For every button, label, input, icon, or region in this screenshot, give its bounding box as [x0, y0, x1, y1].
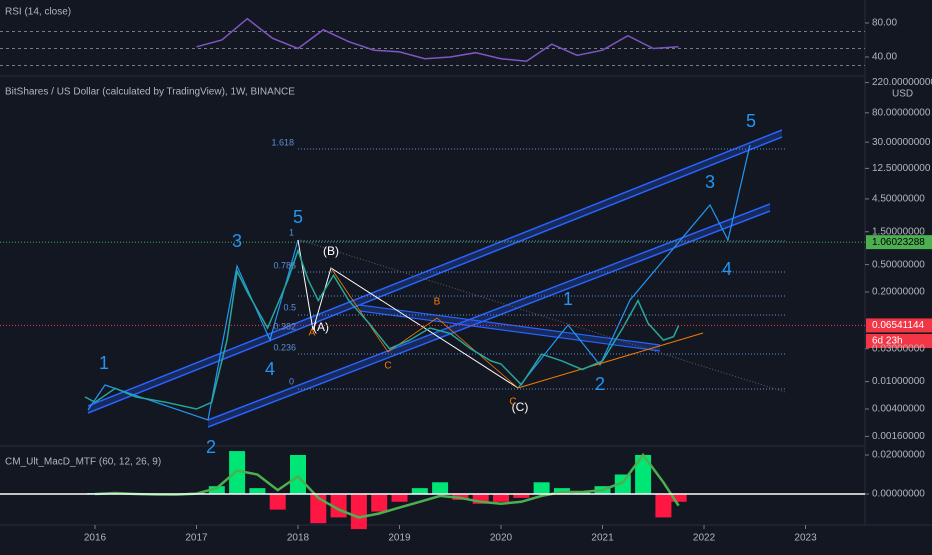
- symbol-title: BitShares / US Dollar (calculated by Tra…: [5, 87, 295, 98]
- wave-label: 2: [595, 374, 605, 394]
- y-tick-label: 80.00: [872, 18, 897, 29]
- wave-label: 4: [265, 359, 275, 379]
- y-tick-label: 220.00000000: [872, 77, 932, 88]
- wave-label: 3: [232, 231, 242, 251]
- minor-label: B: [434, 297, 441, 308]
- wave-label: 5: [293, 207, 303, 227]
- corrective-label: (C): [512, 400, 529, 414]
- wave-label: 1: [99, 353, 109, 373]
- y-tick-label: 0.00400000: [872, 404, 925, 415]
- minor-label: C: [509, 397, 516, 408]
- fib-label: 1: [289, 227, 294, 237]
- countdown: 6d 23h: [872, 336, 903, 347]
- histogram-bar: [371, 493, 388, 512]
- price-marker-box: [866, 318, 932, 333]
- y-tick-label: 0.00000000: [872, 489, 925, 500]
- histogram-bar: [670, 493, 687, 502]
- histogram-bar: [290, 454, 307, 494]
- histogram-bar: [533, 482, 550, 494]
- fib-label: 0: [289, 376, 294, 386]
- fib-levels: [298, 148, 787, 390]
- y-tick-label: 1.50000000: [872, 226, 925, 237]
- corrective-label: (A): [313, 320, 329, 334]
- price-line: [84, 248, 680, 410]
- support-line: [517, 332, 704, 389]
- y-tick-label: 0.20000000: [872, 287, 925, 298]
- fib-label: 0.5: [283, 302, 296, 312]
- fib-label: 1.618: [271, 137, 294, 147]
- histogram-bar: [269, 493, 286, 510]
- x-tick-label: 2016: [84, 533, 107, 544]
- x-tick-label: 2020: [490, 533, 513, 544]
- x-tick-label: 2018: [287, 533, 310, 544]
- price-marker-box: [866, 235, 932, 250]
- x-tick-label: 2021: [591, 533, 614, 544]
- histogram-bar: [432, 482, 449, 494]
- fib-label: 0.236: [273, 342, 296, 352]
- y-tick-label: 30.00000000: [872, 137, 931, 148]
- y-tick-label: 0.02000000: [872, 450, 925, 461]
- corrective-label: (B): [323, 244, 339, 258]
- impulse-path: [87, 239, 299, 421]
- wave-label: 4: [722, 259, 732, 279]
- wave-label: 3: [705, 172, 715, 192]
- macd-title: CM_Ult_MacD_MTF (60, 12, 26, 9): [5, 457, 161, 468]
- histogram-bar: [391, 493, 408, 502]
- y-tick-label: 0.00160000: [872, 431, 925, 442]
- fib-label: 0.382: [273, 321, 296, 331]
- y-tick-label: 80.00000000: [872, 107, 931, 118]
- x-tick-label: 2023: [794, 533, 817, 544]
- rsi-title: RSI (14, close): [5, 7, 71, 18]
- countdown-box: [866, 334, 932, 348]
- abc-path: [297, 239, 519, 389]
- y-tick-label: 12.50000000: [872, 163, 931, 174]
- minor-label: C: [384, 361, 391, 372]
- x-tick-label: 2022: [693, 533, 716, 544]
- histogram-bar: [229, 451, 246, 494]
- price-marker-label: 1.06023288: [872, 237, 925, 248]
- price-line: [196, 17, 679, 62]
- x-tick-label: 2019: [388, 533, 411, 544]
- y-tick-label: 0.01000000: [872, 376, 925, 387]
- y-tick-label: 4.50000000: [872, 194, 925, 205]
- histogram-bar: [493, 493, 510, 502]
- histogram-bar: [472, 493, 489, 504]
- minor-label: A: [309, 328, 316, 339]
- currency: USD: [892, 89, 913, 100]
- wave-label: 5: [746, 111, 756, 131]
- y-tick-label: 0.03000000: [872, 343, 925, 354]
- histogram-bar: [208, 486, 225, 494]
- wave-label: 1: [563, 289, 573, 309]
- histogram-bar: [249, 488, 266, 494]
- wave-label: 2: [206, 437, 216, 457]
- histogram-bar: [614, 474, 631, 494]
- histogram-bar: [513, 493, 530, 498]
- trend-line: [299, 239, 786, 393]
- histogram-bar: [411, 488, 428, 494]
- y-tick-label: 0.50000000: [872, 259, 925, 270]
- y-tick-label: 40.00: [872, 52, 897, 63]
- histogram-bar: [655, 493, 672, 518]
- fib-label: 0.786: [273, 260, 296, 270]
- histogram-bar: [350, 493, 367, 530]
- channel-lower: [207, 203, 771, 428]
- channel-upper: [87, 129, 783, 414]
- histogram-bar: [635, 454, 652, 494]
- x-tick-label: 2017: [185, 533, 208, 544]
- price-marker-label: 0.06541144: [872, 320, 925, 331]
